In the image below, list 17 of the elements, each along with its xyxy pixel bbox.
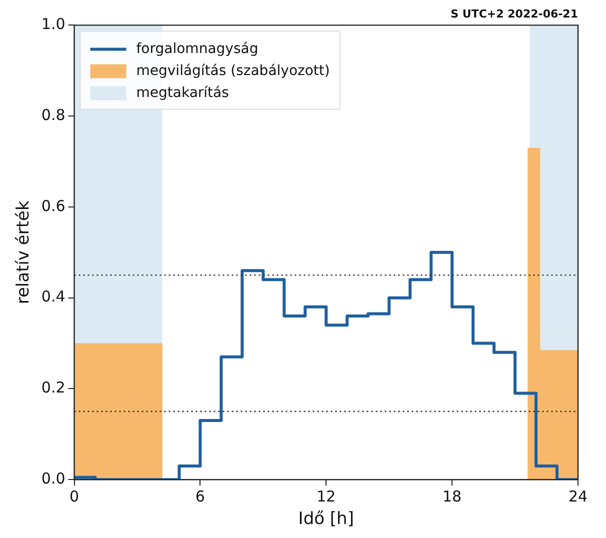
y-tick-label: 0.0: [41, 469, 66, 488]
y-axis-title: relatív érték: [14, 200, 34, 304]
x-axis-title: Idő [h]: [298, 509, 354, 530]
legend-label: megtakarítás: [136, 84, 229, 101]
legend-label: forgalomnagyság: [136, 40, 258, 57]
y-tick-label: 1.0: [41, 15, 66, 34]
x-tick-label: 18: [442, 487, 462, 506]
y-tick-label: 0.8: [41, 106, 66, 124]
legend-label: megvilágítás (szabályozott): [136, 62, 330, 79]
x-tick-label: 0: [69, 487, 80, 506]
y-tick-label: 0.2: [41, 378, 66, 397]
x-tick-label: 6: [195, 487, 205, 506]
x-tick-label: 12: [316, 487, 336, 506]
y-tick-label: 0.6: [41, 196, 66, 215]
x-tick-label: 24: [568, 487, 588, 506]
chart-title: S UTC+2 2022-06-21: [450, 7, 578, 20]
y-tick-label: 0.4: [41, 288, 66, 306]
